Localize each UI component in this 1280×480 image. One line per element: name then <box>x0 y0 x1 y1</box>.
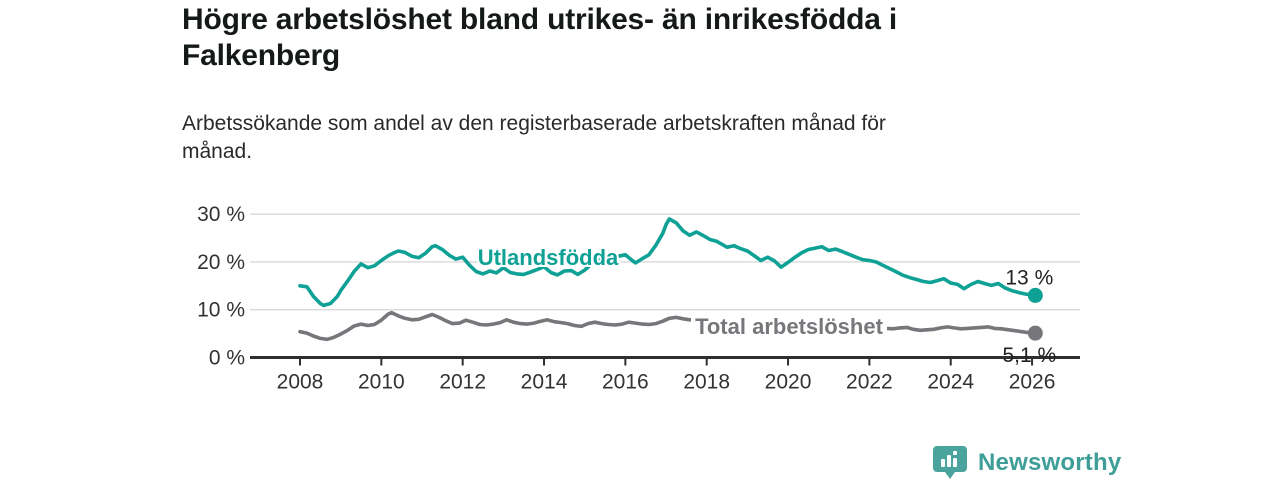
series-label-utlandsfodda: Utlandsfödda <box>478 245 619 270</box>
x-tick-label: 2014 <box>521 371 568 394</box>
x-tick-label: 2010 <box>358 371 405 394</box>
x-tick-label: 2024 <box>927 371 974 394</box>
series-line-total-arbetsloshet <box>298 310 1038 342</box>
y-tick-label: 0 % <box>209 347 245 370</box>
end-dot-utlandsfodda <box>1027 287 1043 303</box>
label-mask <box>691 313 887 340</box>
series-label-total-arbetsloshet: Total arbetslöshet <box>695 314 884 339</box>
newsworthy-bar-chart-bubble-icon <box>933 446 967 479</box>
x-tick-label: 2012 <box>439 371 486 394</box>
x-tick-label: 2022 <box>846 371 893 394</box>
page-title: Högre arbetslöshet bland utrikes- än inr… <box>182 3 897 72</box>
series-line-utlandsfodda <box>298 217 1038 308</box>
end-value-label-utlandsfodda: 13 % <box>1005 266 1053 289</box>
y-tick-label: 30 % <box>197 203 245 226</box>
end-dot-total-arbetsloshet <box>1027 325 1043 341</box>
x-tick-label: 2026 <box>1009 371 1056 394</box>
chart-subtitle: Arbetssökande som andel av den registerb… <box>182 112 886 163</box>
y-tick-label: 20 % <box>197 251 245 274</box>
x-tick-label: 2020 <box>765 371 812 394</box>
x-tick-label: 2016 <box>602 371 649 394</box>
end-value-label-total-arbetsloshet: 5,1 % <box>1002 344 1056 367</box>
newsworthy-wordmark: Newsworthy <box>978 448 1122 476</box>
x-tick-label: 2018 <box>683 371 730 394</box>
y-tick-label: 10 % <box>197 299 245 322</box>
x-tick-label: 2008 <box>277 371 324 394</box>
newsworthy-logo[interactable]: Newsworthy <box>932 445 1121 480</box>
